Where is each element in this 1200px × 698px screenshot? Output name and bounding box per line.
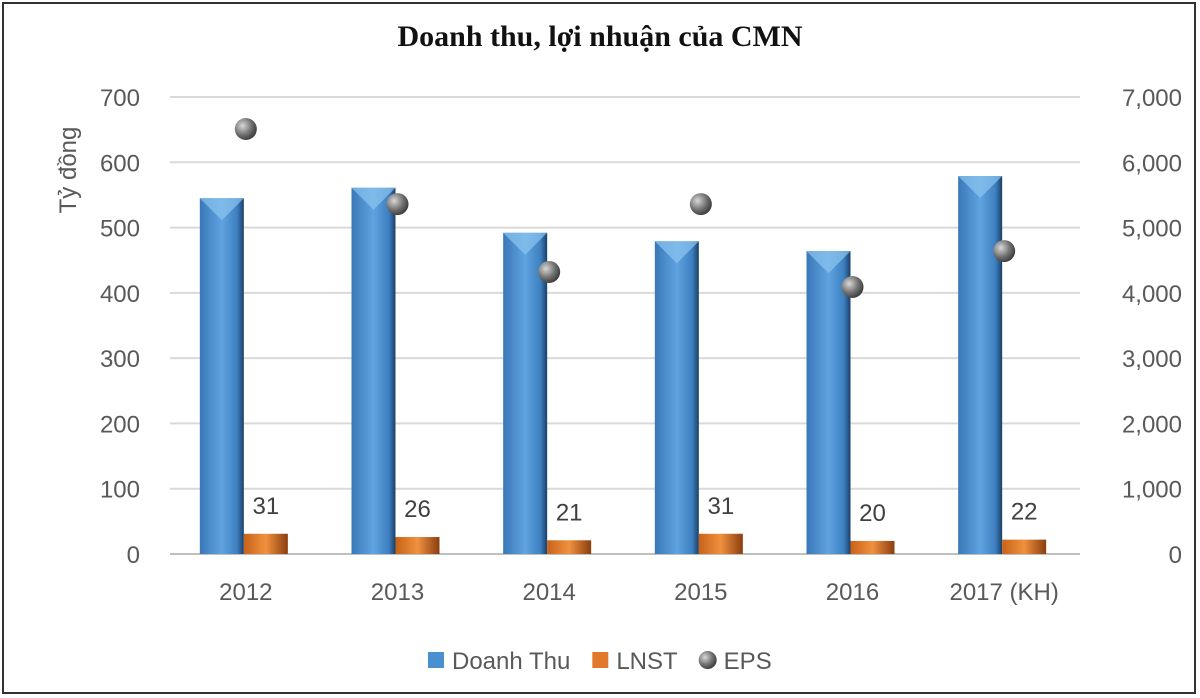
y-tick-label: 400 bbox=[100, 281, 140, 308]
legend-marker-eps bbox=[698, 651, 717, 669]
lnst-data-label: 26 bbox=[404, 496, 431, 523]
eps-point bbox=[841, 275, 864, 298]
legend-label: EPS bbox=[724, 648, 772, 675]
y2-tick-label: 3,000 bbox=[1122, 346, 1182, 373]
x-tick-label: 2016 bbox=[826, 579, 879, 606]
x-tick-label: 2013 bbox=[371, 579, 424, 606]
lnst-data-label: 21 bbox=[556, 499, 583, 526]
y2-tick-label: 7,000 bbox=[1122, 85, 1182, 112]
y-axis-label: Tỷ đồng bbox=[55, 127, 82, 214]
x-tick-label: 2015 bbox=[674, 579, 727, 606]
eps-point bbox=[234, 117, 257, 140]
legend-marker-doanh-thu bbox=[428, 652, 444, 668]
eps-point bbox=[386, 193, 409, 216]
y-tick-label: 100 bbox=[100, 477, 140, 504]
bar-lnst bbox=[243, 533, 288, 554]
eps-point bbox=[993, 240, 1016, 263]
legend-marker-lnst bbox=[592, 652, 609, 668]
bar-lnst bbox=[1002, 539, 1047, 554]
y2-tick-label: 5,000 bbox=[1122, 216, 1182, 243]
y-tick-label: 300 bbox=[100, 346, 140, 373]
y2-tick-label: 0 bbox=[1169, 542, 1182, 569]
bar-lnst bbox=[547, 540, 592, 554]
eps-point bbox=[689, 193, 712, 216]
x-tick-label: 2017 (KH) bbox=[949, 579, 1058, 606]
bar-lnst bbox=[395, 537, 440, 554]
y-tick-label: 500 bbox=[100, 216, 140, 243]
bar-doanh-thu-bevel bbox=[806, 251, 851, 274]
bar-doanh-thu bbox=[806, 251, 851, 554]
bar-doanh-thu-bevel bbox=[351, 187, 396, 210]
chart-title: Doanh thu, lợi nhuận của CMN bbox=[397, 20, 803, 53]
eps-point bbox=[538, 260, 561, 283]
legend-label: Doanh Thu bbox=[452, 648, 570, 675]
bar-doanh-thu-bevel bbox=[958, 175, 1003, 198]
y-tick-label: 600 bbox=[100, 150, 140, 177]
bar-doanh-thu-bevel bbox=[654, 241, 699, 264]
lnst-data-label: 22 bbox=[1011, 499, 1038, 526]
bar-doanh-thu-bevel bbox=[503, 232, 548, 255]
legend-label: LNST bbox=[616, 648, 678, 675]
bar-doanh-thu bbox=[351, 187, 396, 555]
lnst-data-label: 20 bbox=[859, 500, 886, 527]
x-tick-label: 2012 bbox=[219, 579, 272, 606]
bar-lnst bbox=[698, 533, 743, 554]
y2-tick-label: 1,000 bbox=[1122, 477, 1182, 504]
lnst-data-label: 31 bbox=[252, 493, 279, 520]
bar-doanh-thu bbox=[958, 175, 1003, 554]
bar-lnst bbox=[850, 540, 895, 554]
bar-doanh-thu bbox=[199, 198, 244, 554]
y2-tick-label: 2,000 bbox=[1122, 411, 1182, 438]
bar-doanh-thu bbox=[503, 232, 548, 554]
bar-doanh-thu-bevel bbox=[199, 198, 244, 221]
y-tick-label: 700 bbox=[100, 85, 140, 112]
y-tick-label: 200 bbox=[100, 411, 140, 438]
lnst-data-label: 31 bbox=[707, 493, 734, 520]
y2-tick-label: 4,000 bbox=[1122, 281, 1182, 308]
bar-doanh-thu bbox=[654, 241, 699, 554]
y-tick-label: 0 bbox=[127, 542, 140, 569]
y2-tick-label: 6,000 bbox=[1122, 150, 1182, 177]
x-tick-label: 2014 bbox=[522, 579, 575, 606]
